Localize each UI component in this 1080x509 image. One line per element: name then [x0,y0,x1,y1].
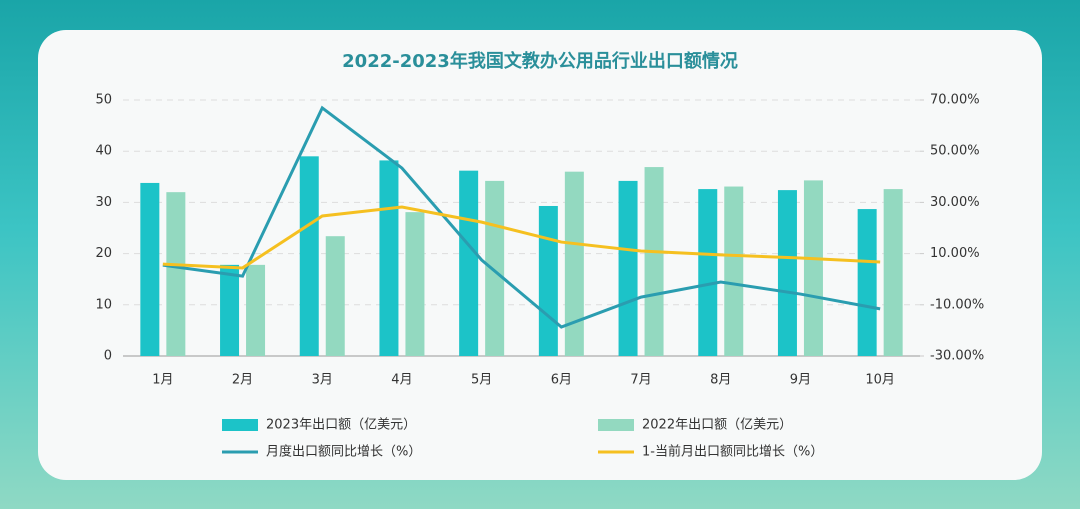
legend-swatch [222,419,258,431]
y-tick-label: 40 [95,144,112,159]
chart-title: 2022-2023年我国文教办公用品行业出口额情况 [342,50,738,72]
bar [299,156,319,356]
y2-tick-label: -10.00% [930,297,984,312]
x-tick-label: 6月 [551,373,572,388]
y2-tick-label: -30.00% [930,349,984,364]
bar [485,180,505,356]
bar [857,209,877,356]
x-tick-label: 7月 [630,373,651,388]
bar [644,167,664,356]
bar [166,192,186,356]
y2-tick-label: 10.00% [930,246,980,261]
y2-tick-label: 50.00% [930,144,980,159]
y-tick-label: 20 [95,246,112,261]
x-tick-label: 3月 [312,373,333,388]
line [162,105,881,329]
bar [724,186,744,356]
bar [564,171,584,356]
bar [220,264,240,356]
legend-label: 1-当前月出口额同比增长（%） [642,444,823,460]
legend-swatch [598,419,634,431]
bar [140,182,160,356]
y-tick-label: 30 [95,195,112,210]
bar [698,189,718,356]
x-tick-label: 9月 [790,373,811,388]
line [162,205,881,270]
bar [803,180,823,356]
y-tick-label: 0 [104,349,112,364]
y-tick-label: 50 [95,93,112,108]
bar [883,189,903,356]
y-tick-label: 10 [95,297,112,312]
y2-tick-label: 70.00% [930,93,980,108]
legend-label: 2022年出口额（亿美元） [642,418,792,433]
bar [405,212,425,356]
bar [459,170,479,356]
x-tick-label: 10月 [865,373,895,388]
bar [538,205,558,356]
bar [777,190,797,356]
bar [379,160,399,356]
bar [618,180,638,356]
bar [325,236,345,356]
legend-label: 月度出口额同比增长（%） [266,444,421,460]
x-tick-label: 1月 [152,373,173,388]
x-tick-label: 8月 [710,373,731,388]
x-tick-label: 2月 [232,373,253,388]
x-tick-label: 5月 [471,373,492,388]
x-tick-label: 4月 [391,373,412,388]
y2-tick-label: 30.00% [930,195,980,210]
bar [246,264,266,356]
legend-label: 2023年出口额（亿美元） [266,418,416,433]
